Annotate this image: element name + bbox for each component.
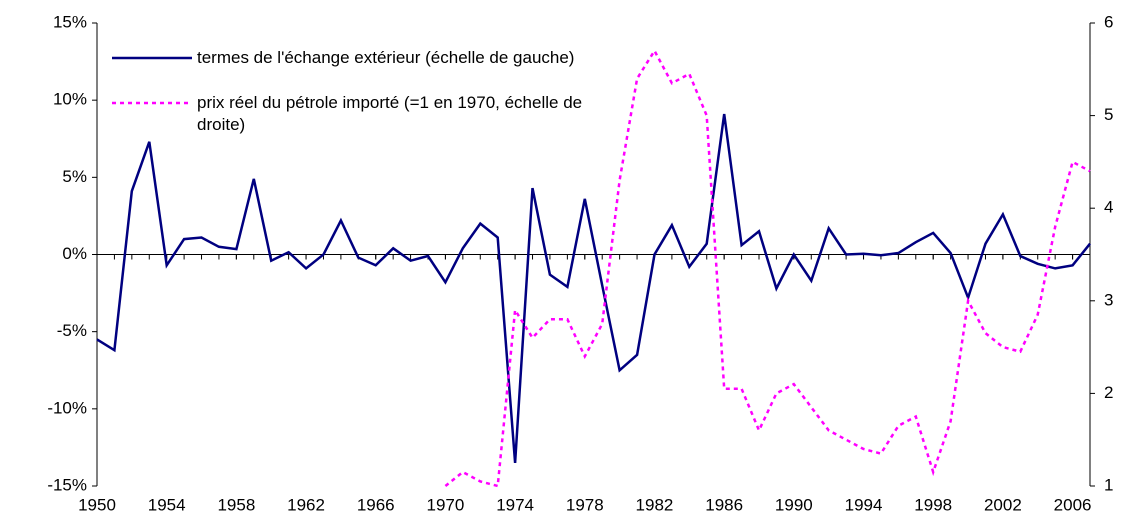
series-line	[96, 113, 1091, 463]
x-tick-label: 1966	[357, 495, 395, 514]
x-tick-label: 1982	[636, 495, 674, 514]
legend-label: prix réel du pétrole importé (=1 en 1970…	[197, 93, 583, 134]
x-tick-label: 1954	[148, 495, 186, 514]
y2-tick-label: 4	[1104, 198, 1113, 217]
y2-tick-label: 6	[1104, 12, 1113, 31]
y2-tick-label: 3	[1104, 290, 1113, 309]
y2-tick-label: 5	[1104, 105, 1113, 124]
y-tick-label: -5%	[57, 321, 87, 340]
y-tick-label: 10%	[53, 90, 87, 109]
x-tick-label: 1978	[566, 495, 604, 514]
x-tick-label: 1986	[705, 495, 743, 514]
x-tick-label: 1974	[496, 495, 534, 514]
x-tick-label: 1994	[845, 495, 883, 514]
y-tick-label: -10%	[47, 398, 87, 417]
y-tick-label: -15%	[47, 475, 87, 494]
y2-tick-label: 1	[1104, 475, 1113, 494]
y-tick-label: 5%	[62, 167, 87, 186]
x-tick-label: 1970	[427, 495, 465, 514]
y-tick-label: 0%	[62, 244, 87, 263]
x-tick-label: 1998	[914, 495, 952, 514]
x-tick-label: 2002	[984, 495, 1022, 514]
series-line	[444, 48, 1091, 488]
x-tick-label: 2006	[1054, 495, 1092, 514]
x-tick-label: 1958	[217, 495, 255, 514]
legend-label: termes de l'échange extérieur (échelle d…	[197, 48, 575, 67]
x-tick-label: 1990	[775, 495, 813, 514]
y2-tick-label: 2	[1104, 383, 1113, 402]
x-tick-label: 1950	[78, 495, 116, 514]
y-tick-label: 15%	[53, 12, 87, 31]
x-tick-label: 1962	[287, 495, 325, 514]
